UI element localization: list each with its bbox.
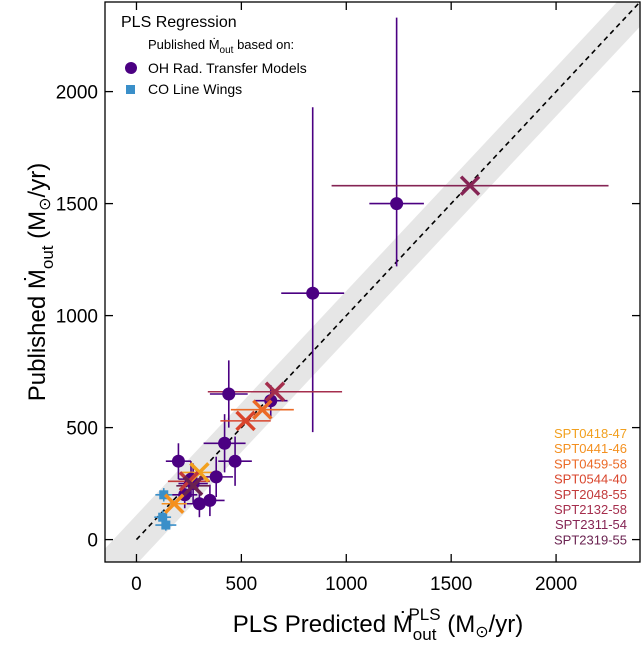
y-tick-label-1: 500: [66, 419, 98, 440]
legend-entry-oh: OH Rad. Transfer Models: [148, 60, 307, 76]
one-to-one-line: [135, 2, 640, 541]
x-tick-label-4: 2000: [535, 574, 577, 595]
x-tick-label-2: 1000: [325, 574, 367, 595]
one-to-one-dashed-line: [135, 2, 640, 541]
pls-point-spt2132-58: [264, 381, 286, 402]
y-ticks: 0 500 1000 1500 2000: [56, 83, 640, 552]
target-label-spt2048-55: SPT2048-55: [554, 487, 627, 502]
one-to-one-band: [105, 2, 640, 562]
legend-subtitle: Published Ṁout based on:: [148, 37, 294, 56]
legend-entry-co: CO Line Wings: [148, 81, 242, 97]
y-tick-label-3: 1500: [56, 195, 98, 216]
oh-point-8: [192, 497, 206, 511]
pls-point-spt2311-54: [459, 175, 481, 196]
co-point-1: [158, 512, 168, 522]
pls-point-spt0441-46: [163, 493, 185, 514]
oh-point-3: [222, 387, 236, 401]
oh-point-4: [218, 436, 232, 450]
oh-point-5: [228, 454, 242, 468]
co-point-2: [161, 520, 171, 530]
x-tick-label-3: 1500: [430, 574, 472, 595]
data-markers: [158, 175, 481, 530]
x-axis-title: PLS Predicted ṀoutPLS (M⊙/yr): [233, 605, 524, 644]
pls-point-spt0544-40: [235, 410, 256, 432]
y-tick-label-2: 1000: [56, 307, 98, 328]
y-tick-label-0: 0: [87, 531, 98, 552]
oh-point-12: [171, 454, 185, 468]
x-tick-label-1: 500: [226, 574, 258, 595]
x-tick-label-0: 0: [131, 574, 142, 595]
legend-marker-square: [126, 85, 135, 94]
target-label-spt0459-58: SPT0459-58: [554, 456, 627, 471]
pls-point-spt0459-58: [252, 399, 273, 420]
target-label-spt2311-54: SPT2311-54: [555, 517, 627, 532]
target-labels: SPT0418-47SPT0441-46SPT0459-58SPT0544-40…: [554, 426, 627, 547]
target-label-spt0441-46: SPT0441-46: [554, 441, 627, 456]
target-label-spt2319-55: SPT2319-55: [554, 532, 627, 547]
y-tick-label-4: 2000: [56, 83, 98, 104]
target-label-spt2132-58: SPT2132-58: [554, 502, 627, 517]
legend-title: PLS Regression: [121, 14, 237, 31]
uncertainty-band: [105, 2, 640, 562]
y-axis-title: Published Ṁout (M⊙/yr): [24, 163, 57, 401]
oh-point-0: [390, 197, 404, 211]
legend: PLS Regression Published Ṁout based on: …: [121, 14, 307, 97]
plot-frame: [104, 1, 641, 563]
legend-marker-circle: [125, 62, 137, 74]
x-ticks: 0 500 1000 1500 2000: [131, 2, 577, 595]
oh-point-6: [209, 470, 223, 484]
oh-point-1: [306, 286, 320, 300]
target-label-spt0418-47: SPT0418-47: [554, 426, 627, 441]
oh-point-7: [203, 493, 217, 507]
co-point-0: [159, 490, 169, 500]
target-label-spt0544-40: SPT0544-40: [554, 472, 627, 487]
pls-point-spt2319-55: [182, 475, 204, 497]
